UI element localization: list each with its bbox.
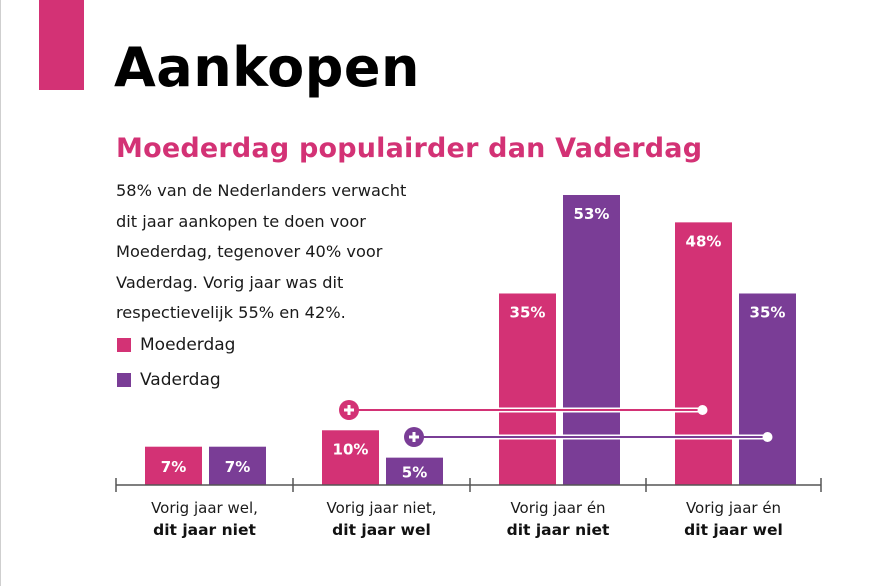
legend-item-vaderdag: Vaderdag (117, 369, 235, 404)
bar-moederdag-4 (675, 222, 732, 485)
category-label-line2: dit jaar niet (507, 521, 610, 539)
accent-block (39, 0, 84, 90)
plus-icon-v (347, 405, 351, 415)
legend-label: Moederdag (140, 335, 236, 355)
category-label-line1: Vorig jaar niet, (327, 499, 437, 517)
legend-item-moederdag: Moederdag (117, 334, 235, 369)
bars-layer: 7% 7% 10% 5% 35% 53% 48% 35% (145, 195, 796, 485)
page-border (0, 0, 1, 586)
bar-value-label: 35% (510, 303, 546, 321)
legend-label: Vaderdag (140, 370, 221, 390)
connector-end-dot (697, 405, 708, 415)
bar-moederdag-2 (322, 430, 379, 485)
legend: Moederdag Vaderdag (117, 334, 235, 404)
category-label-line1: Vorig jaar wel, (151, 499, 258, 517)
bar-moederdag-1 (145, 446, 202, 485)
description-line: 58% van de Nederlanders verwacht (116, 181, 407, 200)
bar-value-label: 10% (333, 440, 369, 458)
bar-moederdag-3 (499, 293, 556, 485)
bar-value-label: 48% (686, 232, 722, 250)
description-line: dit jaar aankopen te doen voor (116, 211, 366, 231)
bar-vaderdag-2 (386, 457, 443, 485)
x-axis (115, 478, 822, 492)
description-line: Moederdag, tegenover 40% voor (116, 242, 383, 261)
bar-value-label: 5% (402, 463, 427, 481)
category-label-line2: dit jaar wel (332, 521, 431, 539)
bar-vaderdag-1 (209, 446, 266, 485)
plus-icon-v (412, 432, 416, 442)
bar-value-label: 7% (225, 458, 250, 476)
bar-vaderdag-3 (563, 195, 620, 485)
bar-value-label: 7% (161, 458, 186, 476)
category-label-line1: Vorig jaar én (686, 499, 781, 517)
category-label-line1: Vorig jaar én (510, 499, 605, 517)
bar-value-label: 53% (574, 205, 610, 223)
connector-end-dot (762, 432, 773, 442)
description-text: 58% van de Nederlanders verwacht dit jaa… (116, 176, 446, 329)
page-title: Aankopen (114, 36, 420, 99)
legend-swatch-moederdag (117, 338, 131, 352)
connectors-layer (339, 400, 773, 447)
bar-vaderdag-4 (739, 293, 796, 485)
legend-swatch-vaderdag (117, 373, 131, 387)
chart-subtitle: Moederdag populairder dan Vaderdag (116, 133, 703, 164)
category-label-line2: dit jaar wel (684, 521, 783, 539)
description-line: Vaderdag. Vorig jaar was dit (116, 272, 344, 292)
description-line: respectievelijk 55% en 42%. (116, 303, 346, 322)
category-labels: Vorig jaar wel, dit jaar niet Vorig jaar n… (151, 499, 783, 539)
bar-value-label: 35% (750, 303, 786, 321)
category-label-line2: dit jaar niet (153, 521, 256, 539)
